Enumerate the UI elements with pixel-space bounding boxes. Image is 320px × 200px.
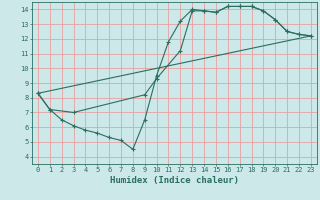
X-axis label: Humidex (Indice chaleur): Humidex (Indice chaleur): [110, 176, 239, 185]
